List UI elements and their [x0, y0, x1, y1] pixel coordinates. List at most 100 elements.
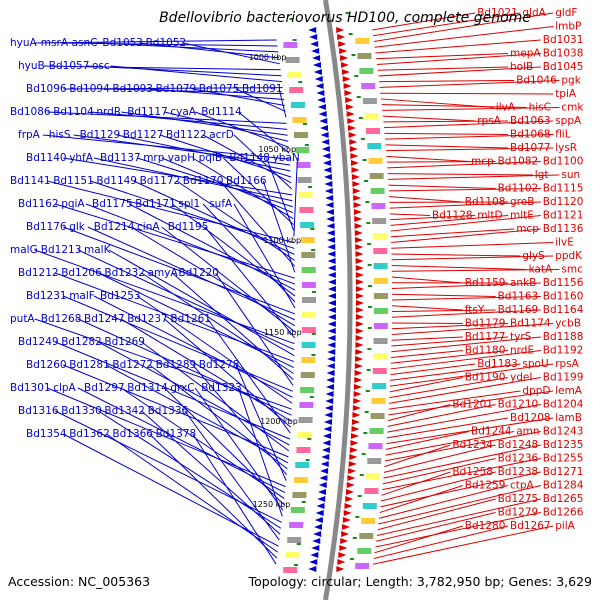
gene-label-right: Bd1160: [543, 291, 584, 303]
gene-leader-line: [192, 433, 277, 565]
reverse-strand-feature: [314, 76, 323, 82]
gene-leader-line: [235, 88, 286, 112]
gene-leader-line: [391, 269, 560, 272]
rna-feature-block: [300, 222, 315, 228]
reverse-strand-feature: [313, 69, 322, 75]
gene-label-right: gldA: [522, 7, 546, 19]
reverse-strand-feature: [309, 34, 318, 40]
rna-feature-block: [289, 87, 304, 93]
gene-label-left: hyuA: [10, 37, 38, 49]
forward-strand-feature: [341, 69, 350, 75]
forward-strand-feature: [355, 328, 364, 334]
rna-feature-block: [369, 173, 384, 179]
gene-leader-line: [391, 336, 541, 353]
rna-feature-block: [301, 357, 316, 363]
forward-strand-feature: [355, 237, 364, 243]
gene-leader-line: [182, 42, 280, 65]
scale-tick: [311, 333, 316, 335]
gene-leader-line: [383, 120, 509, 123]
rna-feature-block: [364, 113, 379, 119]
gene-leader-line: [383, 120, 554, 129]
forward-strand-feature: [350, 160, 359, 166]
forward-strand-feature: [352, 188, 361, 194]
rna-feature-block: [372, 368, 387, 374]
reverse-strand-feature: [324, 405, 333, 411]
scale-tick: [363, 432, 368, 434]
gene-leader-line: [385, 431, 515, 456]
forward-strand-feature: [345, 97, 354, 103]
gene-leader-line: [116, 134, 291, 172]
reverse-strand-feature: [325, 195, 334, 201]
gene-leader-line: [384, 431, 541, 462]
gene-leader-line: [387, 404, 541, 433]
gene-label-right: glyS: [522, 250, 545, 262]
gene-leader-line: [391, 293, 496, 297]
gene-label-left: grxC: [170, 382, 194, 394]
gene-leader-line: [390, 363, 476, 376]
rna-feature-block: [373, 308, 388, 314]
scale-tick: [293, 564, 298, 566]
rna-feature-block: [367, 143, 382, 149]
rna-feature-block: [373, 263, 388, 269]
gene-label-left: Bd1281: [69, 359, 110, 371]
gene-label-left: Bd1342: [104, 405, 145, 417]
forward-strand-feature: [355, 314, 364, 320]
gene-label-left: Bd1366: [112, 428, 153, 440]
gene-leader-line: [149, 364, 288, 470]
gene-label-right: Bd1063: [510, 115, 551, 127]
reverse-strand-feature: [327, 251, 336, 257]
gene-leader-line: [120, 387, 285, 499]
gene-label-right: Bd1163: [498, 291, 539, 303]
rna-feature-block: [373, 293, 388, 299]
gene-label-left: Bd1114: [201, 106, 242, 118]
rna-feature-block: [361, 83, 376, 89]
gene-leader-line: [391, 350, 463, 358]
reverse-strand-feature: [326, 223, 335, 229]
gene-leader-line: [376, 53, 541, 65]
gene-leader-line: [192, 88, 285, 106]
gene-label-left: Bd1289: [156, 359, 197, 371]
gene-leader-line: [63, 87, 283, 90]
scale-tick: [362, 159, 367, 161]
gene-label-left: Bd1140: [26, 152, 67, 164]
gene-leader-line: [106, 88, 284, 95]
gene-leader-line: [164, 387, 285, 505]
reverse-strand-feature: [319, 475, 328, 481]
reverse-strand-feature: [313, 531, 322, 537]
reverse-strand-feature: [319, 125, 328, 131]
forward-strand-feature: [345, 104, 354, 110]
gene-label-right: lamB: [555, 412, 582, 424]
reverse-strand-feature: [321, 146, 330, 152]
gene-leader-line: [389, 377, 509, 399]
gene-leader-line: [382, 107, 560, 111]
forward-strand-feature: [354, 370, 363, 376]
gene-leader-line: [390, 228, 515, 238]
gene-label-left: pqiA: [61, 198, 85, 210]
scale-tick: [366, 369, 371, 371]
forward-strand-feature: [351, 426, 360, 432]
rna-feature-block: [296, 162, 311, 168]
forward-strand-feature: [354, 230, 363, 236]
gene-leader-line: [108, 249, 295, 357]
gene-label-right: Bd1190: [465, 372, 506, 384]
gene-leader-line: [390, 215, 476, 221]
forward-strand-feature: [344, 503, 353, 509]
reverse-strand-feature: [323, 174, 332, 180]
rna-feature-block: [301, 327, 316, 333]
gene-label-right: Bd1275: [498, 493, 539, 505]
scale-tick: [352, 537, 357, 539]
gene-label-left: Bd1354: [26, 428, 67, 440]
gene-leader-line: [389, 363, 554, 387]
scale-tick: [302, 123, 307, 125]
forward-strand-feature: [355, 265, 364, 271]
forward-strand-feature: [348, 461, 357, 467]
gene-label-right: ppdK: [555, 250, 583, 262]
gene-leader-line: [204, 226, 296, 339]
rna-feature-block: [357, 548, 372, 554]
gene-leader-line: [391, 253, 521, 257]
reverse-strand-feature: [320, 468, 329, 474]
gene-label-right: Bd1121: [543, 210, 584, 222]
rna-feature-block: [295, 462, 310, 468]
gene-leader-line: [384, 444, 451, 468]
kbp-marker-label: 1050 kbp: [258, 145, 296, 154]
